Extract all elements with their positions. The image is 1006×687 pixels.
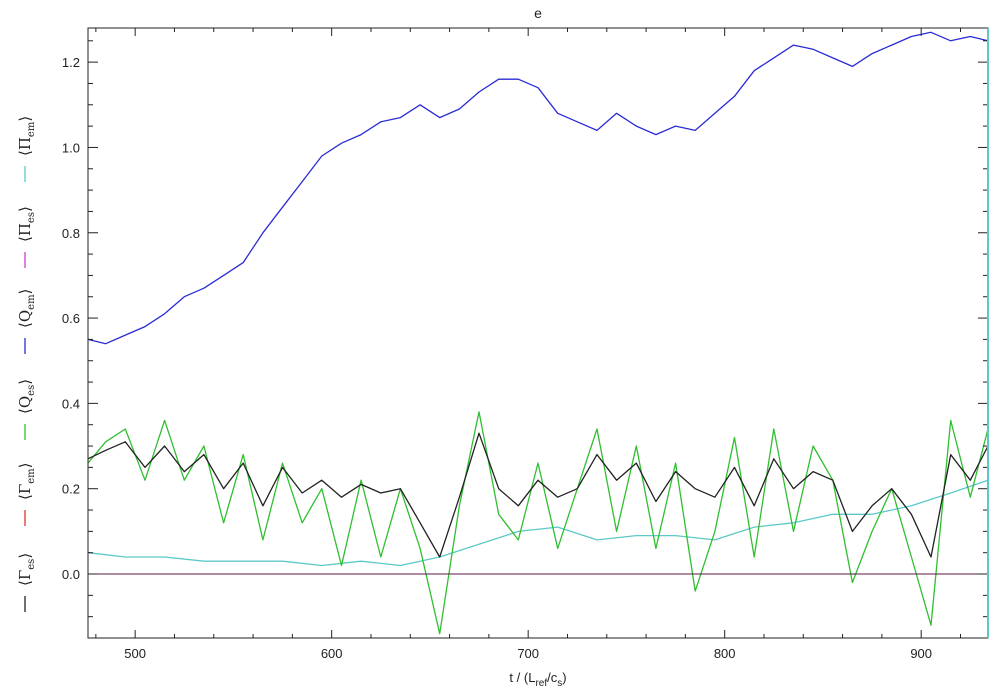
- legend-entry-q-em: ⟨Qem⟩: [16, 289, 37, 354]
- y-tick-label: 0.0: [62, 567, 80, 582]
- series-q-es-line: [87, 411, 989, 635]
- y-tick-label: 1.0: [62, 140, 80, 155]
- x-axis-label-sub-ref: ref: [535, 678, 547, 687]
- x-tick-label: 800: [714, 646, 736, 661]
- x-tick-label: 600: [321, 646, 343, 661]
- y-tick-label: 0.6: [62, 311, 80, 326]
- legend: ⟨Γes⟩ ⟨Γem⟩ ⟨Qes⟩ ⟨Qem⟩ ⟨Πes⟩ ⟨Πem⟩: [16, 116, 37, 612]
- y-tick-label: 0.4: [62, 396, 80, 411]
- x-tick-label: 500: [124, 646, 146, 661]
- legend-entry-q-es: ⟨Qes⟩: [16, 379, 37, 440]
- chart-title: e: [534, 5, 542, 21]
- legend-label: ⟨Qes⟩: [16, 379, 37, 414]
- series-q-em-line: [87, 31, 989, 345]
- legend-label: ⟨Πem⟩: [16, 116, 37, 156]
- y-tick-label: 0.8: [62, 226, 80, 241]
- legend-entry-pi-es: ⟨Πes⟩: [16, 206, 37, 268]
- x-tick-label: 900: [910, 646, 932, 661]
- legend-label: ⟨Γes⟩: [16, 553, 37, 586]
- legend-label: ⟨Qem⟩: [16, 289, 37, 328]
- y-tick-label: 1.2: [62, 55, 80, 70]
- y-tick-label: 0.2: [62, 482, 80, 497]
- legend-entry-gamma-es: ⟨Γes⟩: [16, 553, 37, 612]
- x-axis-label-mid: /c: [547, 670, 558, 685]
- series-layer: [87, 31, 989, 635]
- x-tick-label: 700: [517, 646, 539, 661]
- legend-entry-gamma-em: ⟨Γem⟩: [16, 462, 37, 526]
- x-axis-label-prefix: t / (L: [509, 670, 535, 685]
- legend-entry-pi-em: ⟨Πem⟩: [16, 116, 37, 182]
- x-axis-label: t / (Lref/cs): [509, 670, 566, 687]
- axes-layer: 500 600 700 800 900 0.0 0.2 0.4 0.6 0.8 1.0 1.2: [62, 28, 988, 661]
- legend-label: ⟨Γem⟩: [16, 462, 37, 500]
- x-axis-label-sub-s: s: [557, 678, 562, 687]
- series-gamma-es-line: [87, 432, 989, 558]
- legend-label: ⟨Πes⟩: [16, 206, 37, 242]
- x-axis-label-suffix: ): [562, 670, 566, 685]
